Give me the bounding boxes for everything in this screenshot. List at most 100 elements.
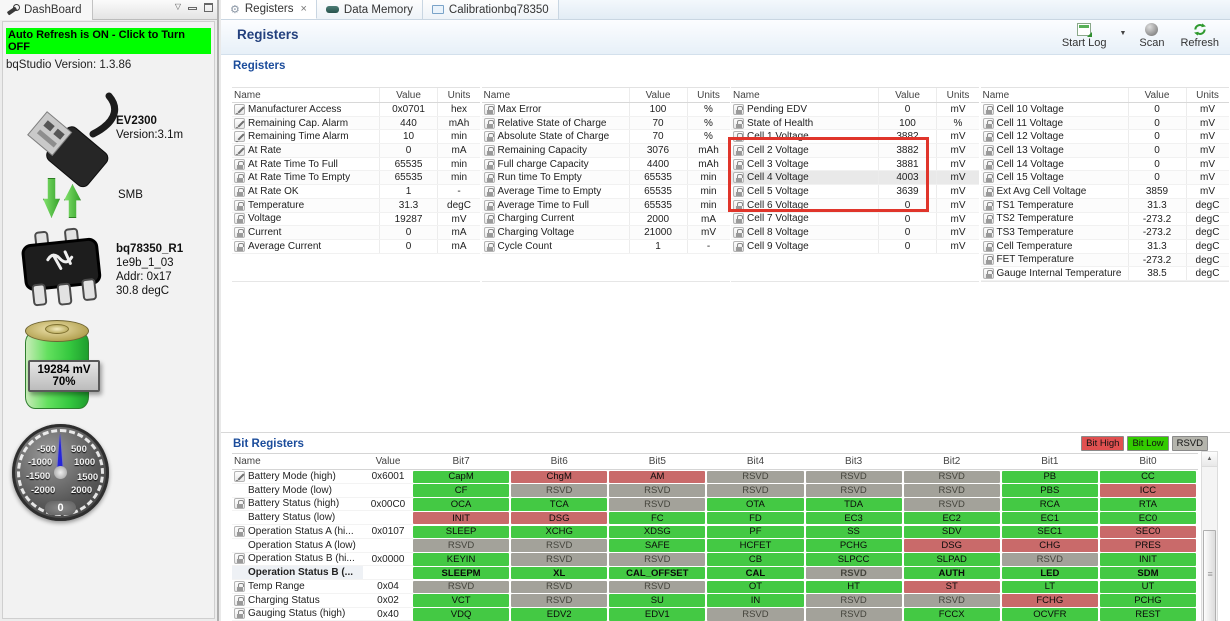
bit-cell[interactable]: IN	[707, 594, 804, 607]
bit-cell[interactable]: TCA	[511, 498, 608, 511]
register-row[interactable]: Full charge Capacity 4400 mAh	[481, 157, 730, 172]
bit-cell[interactable]: SEC0	[1099, 525, 1196, 539]
bit-cell[interactable]: OCVFR	[1001, 608, 1098, 621]
register-row[interactable]: Cell 7 Voltage 0 mV	[731, 212, 979, 227]
bit-cell[interactable]: RSVD	[805, 470, 902, 484]
bit-cell[interactable]: CC	[1099, 470, 1196, 484]
register-row[interactable]: Max Error 100%	[481, 103, 730, 117]
register-row[interactable]: Relative State of Charge 70%	[481, 116, 730, 131]
register-row[interactable]: Gauge Internal Temperature 38.5 degC	[980, 267, 1229, 281]
bit-cell[interactable]: CB	[707, 553, 804, 566]
register-row[interactable]: Temperature 31.3 degC	[232, 198, 480, 213]
tab-dashboard[interactable]: DashBoard	[0, 0, 93, 20]
register-row[interactable]: Ext Avg Cell Voltage 3859 mV	[980, 185, 1229, 199]
bit-register-row[interactable]: Operation Status B (... SLEEPM XL CAL_OFFSE…	[232, 566, 1198, 580]
bit-cell[interactable]: RSVD	[511, 539, 608, 552]
bit-cell[interactable]: VDQ	[413, 608, 510, 621]
bit-cell[interactable]: XCHG	[511, 525, 608, 539]
bit-cell[interactable]: RSVD	[511, 484, 608, 497]
bit-register-row[interactable]: Temp Range 0x04 RSVD RSVD RSVD OT HT ST LT UT	[232, 580, 1198, 594]
register-row[interactable]: Remaining Capacity 3076 mAh	[481, 144, 730, 158]
register-row[interactable]: TS1 Temperature 31.3 degC	[980, 198, 1229, 213]
register-row[interactable]: Cell Temperature 31.3 degC	[980, 239, 1229, 254]
register-row[interactable]: Cell 13 Voltage 0 mV	[980, 144, 1229, 158]
bit-cell[interactable]: XDSG	[609, 525, 706, 539]
register-row[interactable]: Current 0 mA	[232, 226, 480, 240]
bit-cell[interactable]: LT	[1001, 580, 1098, 594]
bit-cell[interactable]: TDA	[805, 498, 902, 511]
register-row[interactable]: Average Time to Empty 65535 min	[481, 185, 730, 199]
register-row[interactable]: State of Health 100%	[731, 116, 979, 131]
bit-cell[interactable]: RSVD	[1001, 553, 1098, 566]
scroll-up-icon[interactable]: ▲	[1202, 452, 1217, 467]
bit-cell[interactable]: EC2	[903, 511, 1000, 525]
tab-data-memory[interactable]: Data Memory	[316, 0, 423, 19]
bit-cell[interactable]: EC0	[1099, 511, 1196, 525]
bit-register-row[interactable]: Battery Mode (high) 0x6001 CapM ChgM AM RSVD R…	[232, 470, 1198, 484]
bit-cell[interactable]: RSVD	[413, 539, 510, 552]
bit-cell[interactable]: RCA	[1001, 498, 1098, 511]
bit-table-scrollbar[interactable]: ▲	[1201, 451, 1218, 621]
bit-cell[interactable]: LED	[1001, 566, 1098, 580]
bit-cell[interactable]: SDV	[903, 525, 1000, 539]
bit-cell[interactable]: PF	[707, 525, 804, 539]
bit-cell[interactable]: FC	[609, 511, 706, 525]
register-row[interactable]: At Rate Time To Full 65535 min	[232, 157, 480, 172]
register-row[interactable]: Charging Current 2000 mA	[481, 212, 730, 227]
bit-cell[interactable]: XL	[511, 566, 608, 580]
register-row[interactable]: Pending EDV 0 mV	[731, 103, 979, 117]
register-row[interactable]: Cell 3 Voltage 3881 mV	[731, 157, 979, 172]
bit-cell[interactable]: RSVD	[903, 498, 1000, 511]
register-row[interactable]: Cell 11 Voltage 0 mV	[980, 116, 1229, 131]
auto-refresh-toggle[interactable]: Auto Refresh is ON - Click to Turn OFF	[6, 28, 211, 54]
bit-cell[interactable]: REST	[1099, 608, 1196, 621]
bit-cell[interactable]: EC3	[805, 511, 902, 525]
maximize-icon[interactable]	[204, 2, 213, 12]
bit-cell[interactable]: PCHG	[1099, 594, 1196, 607]
register-row[interactable]: Average Time to Full 65535 min	[481, 198, 730, 213]
bit-cell[interactable]: AUTH	[903, 566, 1000, 580]
bit-cell[interactable]: CAL	[707, 566, 804, 580]
register-row[interactable]: Remaining Time Alarm 10 min	[232, 130, 480, 145]
register-row[interactable]: Cell 2 Voltage 3882 mV	[731, 144, 979, 158]
start-log-button[interactable]: Start Log	[1059, 22, 1110, 50]
close-icon[interactable]: ×	[300, 3, 307, 15]
bit-cell[interactable]: UT	[1099, 580, 1196, 594]
bit-cell[interactable]: RSVD	[511, 553, 608, 566]
register-row[interactable]: Cell 4 Voltage 4003 mV	[731, 171, 979, 186]
register-row[interactable]: Cell 1 Voltage 3882 mV	[731, 130, 979, 145]
bit-cell[interactable]: SLEEPM	[413, 566, 510, 580]
register-row[interactable]: Cell 15 Voltage 0 mV	[980, 171, 1229, 186]
bit-cell[interactable]: FCHG	[1001, 594, 1098, 607]
register-row[interactable]: At Rate 0 mA	[232, 144, 480, 158]
register-row[interactable]: Cell 6 Voltage 0 mV	[731, 198, 979, 213]
panel-menu-icon[interactable]: ▽	[174, 2, 181, 11]
bit-register-row[interactable]: Gauging Status (high) 0x40 VDQ EDV2 EDV1 RSVD…	[232, 608, 1198, 621]
bit-cell[interactable]: PRES	[1099, 539, 1196, 552]
bit-cell[interactable]: EDV1	[609, 608, 706, 621]
bit-cell[interactable]: EDV2	[511, 608, 608, 621]
bit-cell[interactable]: SAFE	[609, 539, 706, 552]
bit-cell[interactable]: ST	[903, 580, 1000, 594]
register-row[interactable]: Cell 8 Voltage 0 mV	[731, 226, 979, 240]
log-dropdown-icon[interactable]: ▼	[1119, 30, 1127, 37]
bit-cell[interactable]: RSVD	[903, 594, 1000, 607]
bit-cell[interactable]: OCA	[413, 498, 510, 511]
bit-register-row[interactable]: Battery Mode (low) CF RSVD RSVD RSVD RSVD RSVD…	[232, 484, 1198, 498]
bit-cell[interactable]: CF	[413, 484, 510, 497]
register-row[interactable]: Average Current 0 mA	[232, 239, 480, 254]
bit-cell[interactable]: RSVD	[805, 594, 902, 607]
bit-cell[interactable]: RSVD	[707, 470, 804, 484]
register-row[interactable]: TS3 Temperature -273.2 degC	[980, 226, 1229, 240]
register-row[interactable]: Manufacturer Access 0x0701 hex	[232, 103, 480, 117]
bit-cell[interactable]: SS	[805, 525, 902, 539]
minimize-icon[interactable]	[188, 7, 197, 10]
bit-cell[interactable]: SDM	[1099, 566, 1196, 580]
scan-button[interactable]: Scan	[1136, 22, 1167, 50]
bit-cell[interactable]: CHG	[1001, 539, 1098, 552]
bit-cell[interactable]: RSVD	[609, 580, 706, 594]
bit-cell[interactable]: RSVD	[903, 484, 1000, 497]
register-row[interactable]: Remaining Cap. Alarm 440 mAh	[232, 116, 480, 131]
register-row[interactable]: Cell 5 Voltage 3639 mV	[731, 185, 979, 199]
refresh-button[interactable]: Refresh	[1177, 22, 1222, 50]
